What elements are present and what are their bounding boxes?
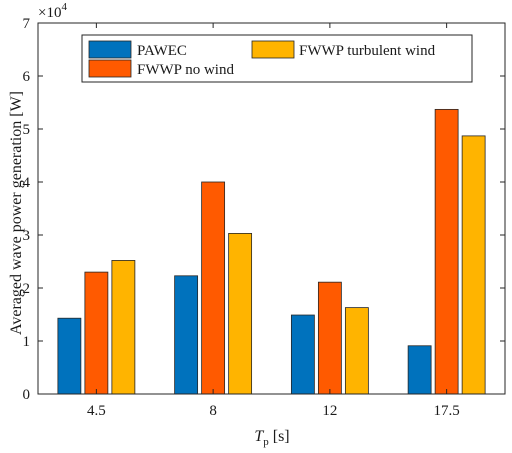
- legend-label-no-wind: FWWP no wind: [137, 62, 234, 78]
- bar-pawec-8: [174, 275, 199, 395]
- bar-fwwp-no-wind-12: [317, 281, 342, 395]
- bar-fwwp-turbulent-wind-4.5: [111, 260, 136, 395]
- y-tick-label: 7: [23, 16, 31, 32]
- legend-swatch-turbulent-wind: [251, 40, 295, 59]
- x-label-unit: [s]: [269, 428, 290, 445]
- y-axis-ticks: 0 1 2 3 4 5 6 7: [23, 16, 505, 403]
- bar-pawec-12: [290, 314, 315, 395]
- y-multiplier-base: ×10: [38, 5, 61, 21]
- x-label-subscript: p: [263, 436, 269, 448]
- bar-fwwp-turbulent-wind-12: [344, 307, 369, 395]
- bars-layer: [57, 108, 486, 395]
- x-tick-label: 8: [209, 403, 217, 419]
- y-tick-label: 5: [23, 122, 31, 138]
- y-axis-multiplier: ×104: [38, 1, 67, 21]
- y-tick-label: 0: [23, 387, 31, 403]
- bar-pawec-17.5: [407, 345, 432, 395]
- legend: PAWEC FWWP no wind FWWP turbulent wind: [81, 34, 473, 83]
- legend-label-pawec: PAWEC: [137, 43, 187, 59]
- plot-frame: [37, 22, 506, 395]
- legend-swatch-no-wind: [88, 59, 132, 78]
- y-tick-label: 4: [23, 175, 31, 191]
- bar-fwwp-no-wind-17.5: [434, 108, 459, 395]
- y-axis-label: Averaged wave power generation [W]: [8, 91, 25, 335]
- x-axis-label: Tp [s]: [254, 428, 289, 448]
- y-tick-label: 2: [23, 281, 31, 297]
- x-tick-label: 12: [322, 403, 337, 419]
- x-label-symbol: T: [254, 428, 264, 445]
- x-tick-label: 17.5: [434, 403, 460, 419]
- legend-swatch-pawec: [88, 40, 132, 59]
- y-tick-label: 1: [23, 334, 31, 350]
- y-multiplier-exponent: 4: [61, 1, 67, 13]
- bar-fwwp-no-wind-8: [201, 181, 226, 395]
- legend-label-turbulent-wind: FWWP turbulent wind: [299, 43, 436, 59]
- bar-fwwp-no-wind-4.5: [84, 271, 109, 395]
- y-tick-label: 3: [23, 228, 31, 244]
- x-axis-ticks: 4.5 8 12 17.5: [87, 23, 460, 419]
- bar-fwwp-turbulent-wind-8: [228, 233, 253, 395]
- bar-fwwp-turbulent-wind-17.5: [461, 135, 486, 395]
- x-tick-label: 4.5: [87, 403, 106, 419]
- y-tick-label: 6: [23, 69, 31, 85]
- bar-pawec-4.5: [57, 317, 82, 395]
